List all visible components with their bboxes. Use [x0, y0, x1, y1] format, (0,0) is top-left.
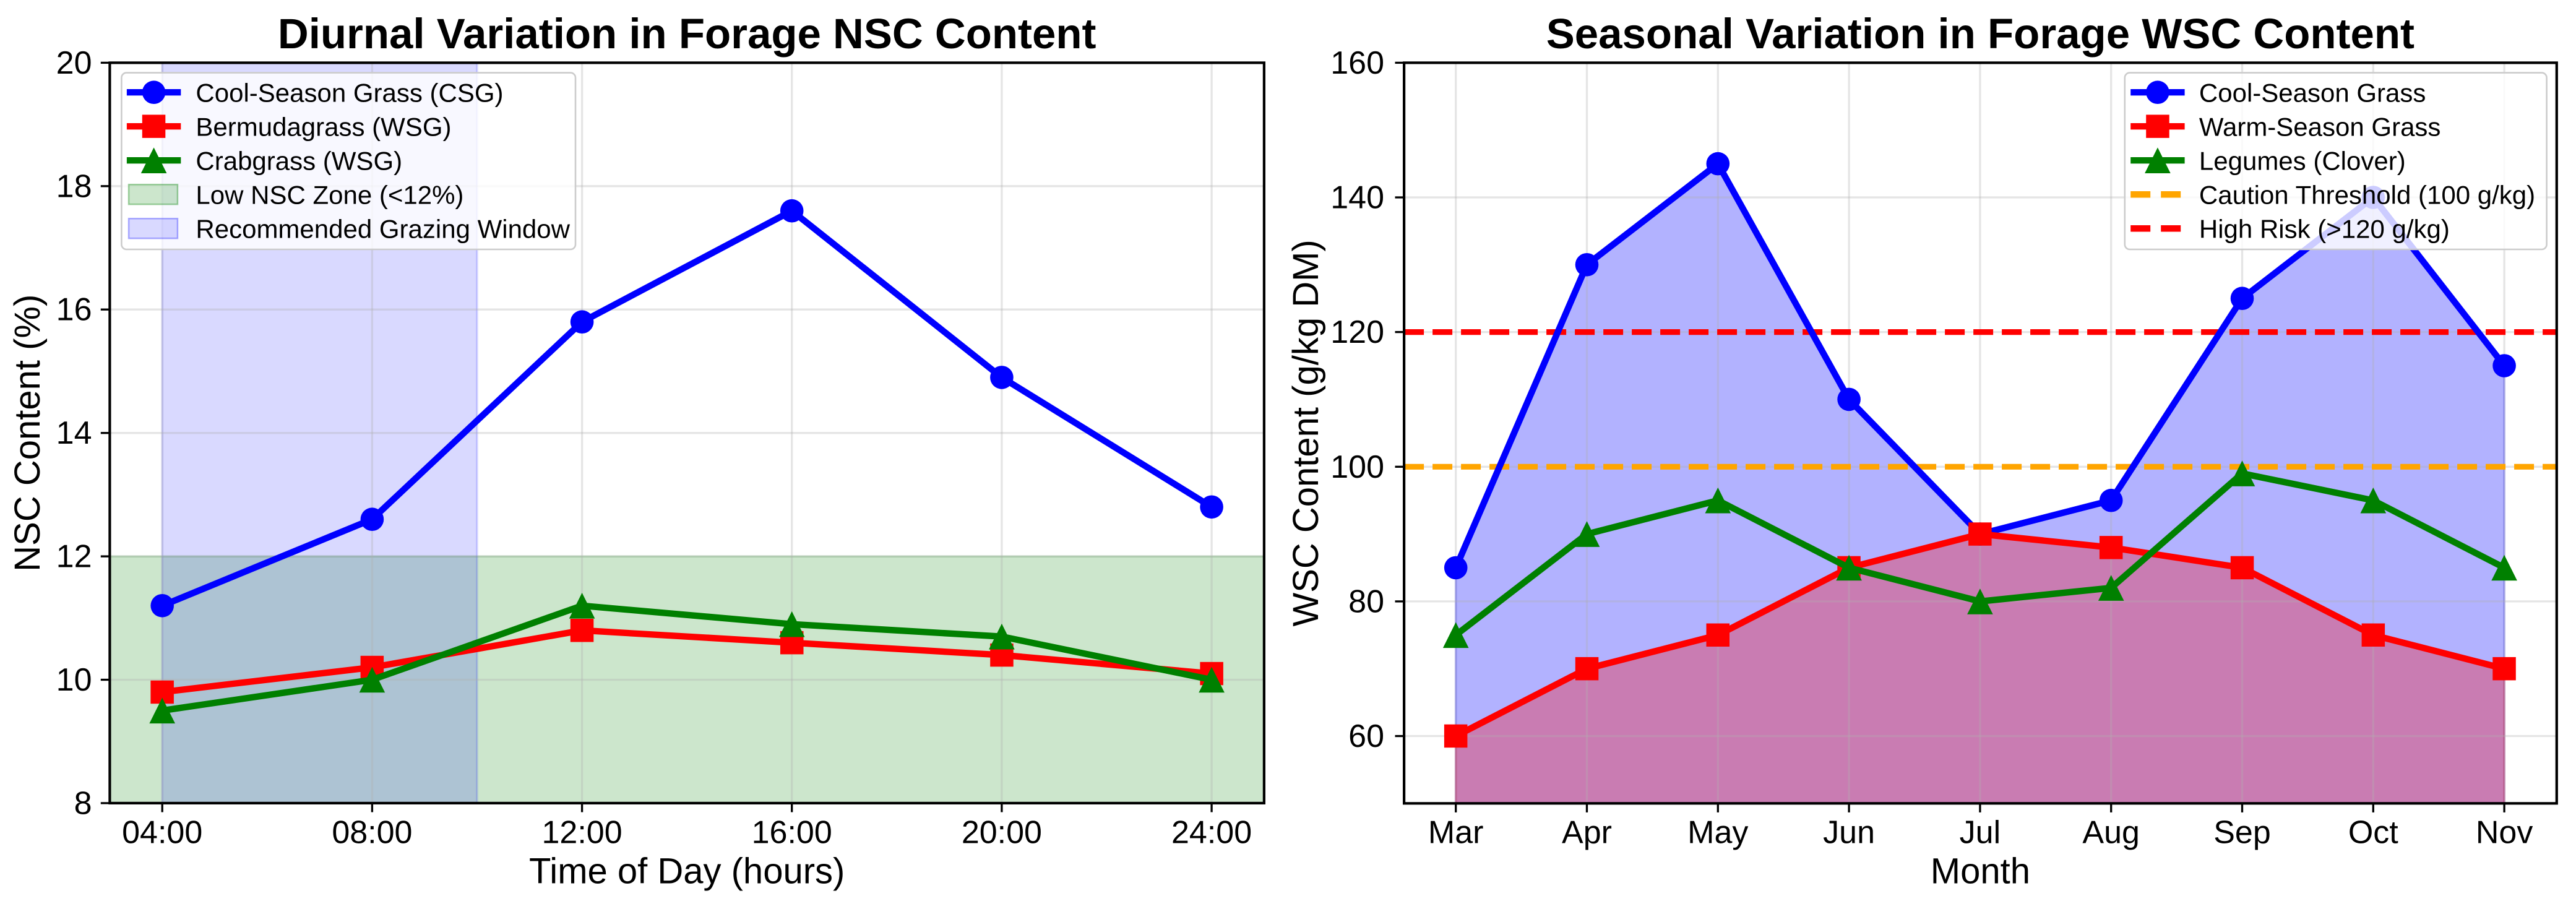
- svg-text:16: 16: [56, 292, 92, 328]
- svg-text:NSC Content (%): NSC Content (%): [7, 295, 48, 572]
- svg-text:8: 8: [74, 785, 92, 821]
- svg-text:Aug: Aug: [2082, 815, 2140, 851]
- svg-text:Jul: Jul: [1960, 815, 2001, 851]
- svg-text:140: 140: [1330, 180, 1384, 216]
- svg-text:May: May: [1687, 815, 1748, 851]
- svg-text:Cool-Season Grass (CSG): Cool-Season Grass (CSG): [196, 78, 503, 107]
- svg-text:Jun: Jun: [1823, 815, 1875, 851]
- svg-text:Caution Threshold (100 g/kg): Caution Threshold (100 g/kg): [2199, 180, 2535, 209]
- svg-text:04:00: 04:00: [122, 815, 202, 851]
- svg-text:Cool-Season Grass: Cool-Season Grass: [2199, 78, 2426, 107]
- svg-text:Mar: Mar: [1428, 815, 1484, 851]
- svg-text:16:00: 16:00: [752, 815, 832, 851]
- svg-text:12:00: 12:00: [542, 815, 622, 851]
- svg-text:60: 60: [1348, 718, 1384, 754]
- svg-text:18: 18: [56, 168, 92, 204]
- svg-text:Diurnal Variation in Forage NS: Diurnal Variation in Forage NSC Content: [278, 10, 1096, 58]
- svg-text:10: 10: [56, 662, 92, 698]
- svg-text:Apr: Apr: [1562, 815, 1612, 851]
- svg-text:24:00: 24:00: [1171, 815, 1252, 851]
- svg-text:Oct: Oct: [2348, 815, 2398, 851]
- svg-text:Low NSC Zone (<12%): Low NSC Zone (<12%): [196, 180, 463, 209]
- svg-text:Bermudagrass (WSG): Bermudagrass (WSG): [196, 112, 451, 141]
- svg-text:120: 120: [1330, 314, 1384, 350]
- svg-text:08:00: 08:00: [332, 815, 412, 851]
- svg-text:Nov: Nov: [2476, 815, 2533, 851]
- svg-text:Seasonal Variation in Forage W: Seasonal Variation in Forage WSC Content: [1546, 10, 2414, 58]
- svg-text:High Risk (>120 g/kg): High Risk (>120 g/kg): [2199, 214, 2450, 243]
- svg-text:Sep: Sep: [2213, 815, 2271, 851]
- svg-text:WSC Content (g/kg DM): WSC Content (g/kg DM): [1286, 239, 1326, 626]
- svg-text:Legumes (Clover): Legumes (Clover): [2199, 146, 2406, 175]
- svg-text:Recommended Grazing Window: Recommended Grazing Window: [196, 214, 570, 243]
- svg-text:12: 12: [56, 539, 92, 575]
- svg-text:14: 14: [56, 415, 92, 451]
- svg-text:20: 20: [56, 45, 92, 81]
- svg-text:Warm-Season Grass: Warm-Season Grass: [2199, 112, 2441, 141]
- svg-text:100: 100: [1330, 449, 1384, 485]
- svg-text:Crabgrass (WSG): Crabgrass (WSG): [196, 146, 402, 175]
- svg-text:Month: Month: [1931, 851, 2030, 892]
- svg-text:Time of Day (hours): Time of Day (hours): [529, 851, 845, 892]
- svg-text:160: 160: [1330, 45, 1384, 81]
- svg-text:80: 80: [1348, 584, 1384, 619]
- svg-text:20:00: 20:00: [962, 815, 1042, 851]
